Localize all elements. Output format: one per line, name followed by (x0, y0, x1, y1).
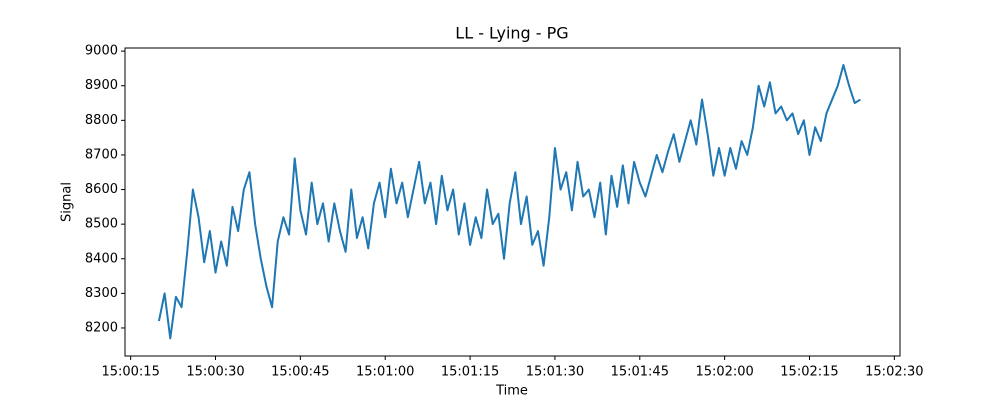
y-tick-label: 8900 (85, 78, 118, 93)
y-tick-label: 8400 (85, 251, 118, 266)
signal-line (157, 63, 861, 340)
y-axis-label: Signal (60, 182, 75, 222)
x-tick-label: 15:00:45 (271, 365, 329, 380)
x-tick-label: 15:02:00 (695, 365, 753, 380)
x-tick-label: 15:00:30 (186, 365, 244, 380)
x-axis-label: Time (495, 384, 528, 399)
x-tick-label: 15:01:15 (441, 365, 499, 380)
x-tick-label: 15:01:45 (611, 365, 669, 380)
x-tick-label: 15:02:30 (865, 365, 923, 380)
x-tick-label: 15:02:15 (780, 365, 838, 380)
y-tick-label: 8200 (85, 320, 118, 335)
x-tick-label: 15:01:30 (526, 365, 584, 380)
x-tick-label: 15:01:00 (356, 365, 414, 380)
x-tick-label: 15:00:15 (101, 365, 159, 380)
chart-title: LL - Lying - PG (455, 24, 568, 43)
y-tick-label: 8800 (85, 113, 118, 128)
y-tick-label: 8600 (85, 182, 118, 197)
plot-frame (124, 47, 901, 357)
y-tick-label: 9000 (85, 44, 118, 59)
y-tick-label: 8300 (85, 286, 118, 301)
y-tick-label: 8700 (85, 147, 118, 162)
y-tick-label: 8500 (85, 217, 118, 232)
